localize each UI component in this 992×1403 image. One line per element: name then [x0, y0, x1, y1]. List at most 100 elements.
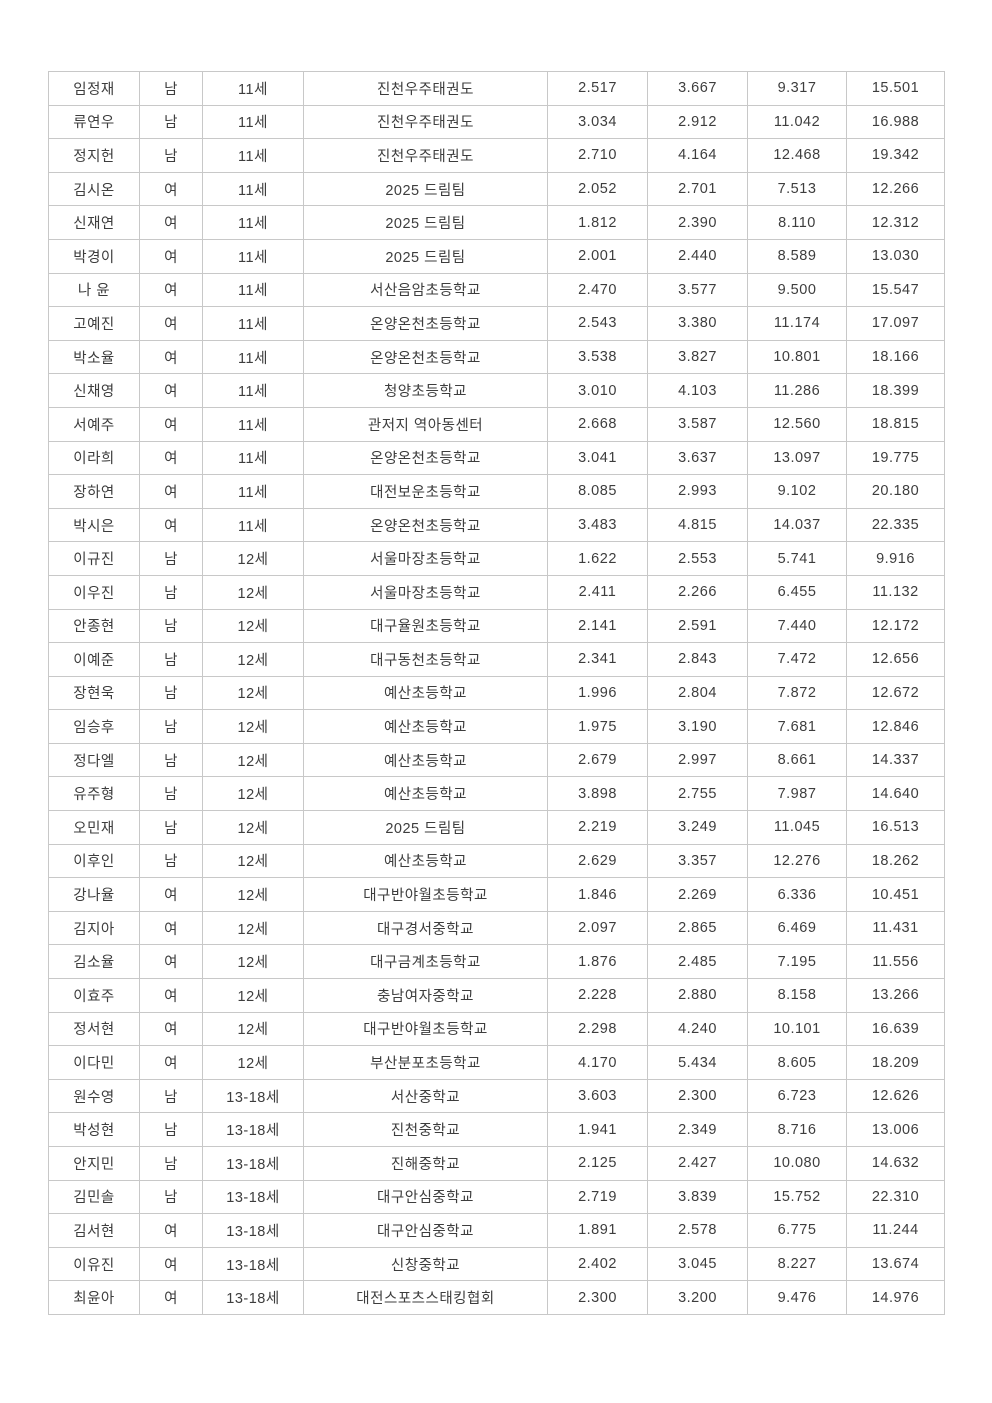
cell-gender: 여: [139, 440, 203, 476]
cell-affiliation: 진천중학교: [303, 1112, 548, 1147]
cell-gender: 여: [139, 507, 203, 543]
cell-affiliation: 대구안심중학교: [303, 1179, 548, 1215]
cell-time-1: 2.341: [547, 642, 648, 677]
table-row: 나 윤 여 11세 서산음암초등학교 2.470 3.577 9.500 15.547: [48, 272, 945, 308]
cell-gender: 여: [139, 238, 203, 274]
cell-age: 11세: [202, 507, 304, 543]
cell-time-2: 3.357: [647, 843, 748, 879]
cell-affiliation: 청양초등학교: [303, 373, 548, 408]
cell-time-2: 3.637: [647, 440, 748, 476]
cell-time-3: 7.195: [747, 944, 847, 980]
table-row: 강나율 여 12세 대구반야월초등학교 1.846 2.269 6.336 10.451: [48, 877, 945, 912]
cell-time-2: 2.553: [647, 541, 748, 576]
cell-age: 12세: [202, 642, 304, 677]
cell-time-1: 2.470: [547, 272, 648, 308]
cell-total: 13.674: [846, 1246, 945, 1282]
cell-time-2: 2.880: [647, 978, 748, 1013]
cell-name: 임정재: [48, 71, 140, 106]
table-row: 김민솔 남 13-18세 대구안심중학교 2.719 3.839 15.752 22.310: [48, 1179, 945, 1215]
cell-age: 11세: [202, 339, 304, 375]
cell-time-2: 3.045: [647, 1246, 748, 1282]
cell-total: 22.310: [846, 1179, 945, 1215]
cell-gender: 여: [139, 306, 203, 341]
cell-name: 신채영: [48, 373, 140, 408]
cell-total: 18.262: [846, 843, 945, 879]
cell-gender: 여: [139, 339, 203, 375]
cell-time-1: 1.891: [547, 1213, 648, 1248]
table-row: 이라희 여 11세 온양온천초등학교 3.041 3.637 13.097 19.775: [48, 440, 945, 476]
cell-name: 김지아: [48, 910, 140, 946]
table-row: 신채영 여 11세 청양초등학교 3.010 4.103 11.286 18.399: [48, 373, 945, 408]
table-row: 이규진 남 12세 서울마장초등학교 1.622 2.553 5.741 9.916: [48, 541, 945, 576]
cell-time-3: 9.476: [747, 1280, 847, 1315]
cell-time-3: 9.102: [747, 474, 847, 509]
cell-age: 11세: [202, 440, 304, 476]
cell-time-3: 13.097: [747, 440, 847, 476]
cell-time-1: 3.603: [547, 1078, 648, 1114]
cell-time-1: 3.898: [547, 776, 648, 812]
table-row: 서예주 여 11세 관저지 역아동센터 2.668 3.587 12.560 18.815: [48, 406, 945, 442]
cell-age: 11세: [202, 373, 304, 408]
cell-total: 9.916: [846, 541, 945, 576]
cell-gender: 남: [139, 709, 203, 744]
table-row: 이예준 남 12세 대구동천초등학교 2.341 2.843 7.472 12.656: [48, 642, 945, 677]
cell-time-3: 6.455: [747, 574, 847, 610]
cell-name: 박경이: [48, 238, 140, 274]
cell-time-2: 4.240: [647, 1011, 748, 1047]
cell-name: 이라희: [48, 440, 140, 476]
cell-time-2: 2.390: [647, 205, 748, 240]
cell-affiliation: 관저지 역아동센터: [303, 406, 548, 442]
cell-name: 박성현: [48, 1112, 140, 1147]
cell-time-1: 2.001: [547, 238, 648, 274]
cell-name: 정다엘: [48, 742, 140, 778]
cell-time-2: 2.269: [647, 877, 748, 912]
cell-gender: 남: [139, 742, 203, 778]
cell-gender: 남: [139, 810, 203, 845]
cell-total: 14.632: [846, 1146, 945, 1181]
table-row: 박성현 남 13-18세 진천중학교 1.941 2.349 8.716 13.006: [48, 1112, 945, 1147]
cell-affiliation: 대구율원초등학교: [303, 608, 548, 644]
cell-time-2: 2.804: [647, 675, 748, 711]
cell-time-2: 4.164: [647, 138, 748, 173]
cell-age: 11세: [202, 205, 304, 240]
cell-name: 김민솔: [48, 1179, 140, 1215]
cell-age: 12세: [202, 709, 304, 744]
cell-time-1: 2.219: [547, 810, 648, 845]
cell-time-3: 10.101: [747, 1011, 847, 1047]
cell-affiliation: 진천우주태권도: [303, 138, 548, 173]
cell-time-1: 4.170: [547, 1045, 648, 1080]
cell-time-2: 2.300: [647, 1078, 748, 1114]
cell-time-2: 3.380: [647, 306, 748, 341]
cell-gender: 여: [139, 205, 203, 240]
cell-time-3: 14.037: [747, 507, 847, 543]
cell-total: 22.335: [846, 507, 945, 543]
cell-name: 이예준: [48, 642, 140, 677]
cell-time-1: 1.876: [547, 944, 648, 980]
cell-gender: 여: [139, 1280, 203, 1315]
cell-age: 12세: [202, 810, 304, 845]
cell-affiliation: 온양온천초등학교: [303, 306, 548, 341]
cell-gender: 여: [139, 406, 203, 442]
cell-time-3: 6.723: [747, 1078, 847, 1114]
cell-age: 11세: [202, 474, 304, 509]
cell-time-3: 7.513: [747, 171, 847, 207]
cell-time-2: 5.434: [647, 1045, 748, 1080]
cell-name: 장하연: [48, 474, 140, 509]
cell-total: 16.639: [846, 1011, 945, 1047]
cell-name: 서예주: [48, 406, 140, 442]
cell-age: 11세: [202, 238, 304, 274]
cell-affiliation: 예산초등학교: [303, 742, 548, 778]
cell-total: 20.180: [846, 474, 945, 509]
cell-gender: 여: [139, 171, 203, 207]
cell-gender: 남: [139, 541, 203, 576]
cell-gender: 남: [139, 104, 203, 140]
cell-time-2: 3.587: [647, 406, 748, 442]
cell-total: 12.626: [846, 1078, 945, 1114]
cell-time-1: 2.411: [547, 574, 648, 610]
cell-total: 13.006: [846, 1112, 945, 1147]
cell-time-3: 7.440: [747, 608, 847, 644]
cell-total: 13.266: [846, 978, 945, 1013]
cell-gender: 여: [139, 1011, 203, 1047]
cell-time-2: 2.266: [647, 574, 748, 610]
cell-time-2: 2.349: [647, 1112, 748, 1147]
